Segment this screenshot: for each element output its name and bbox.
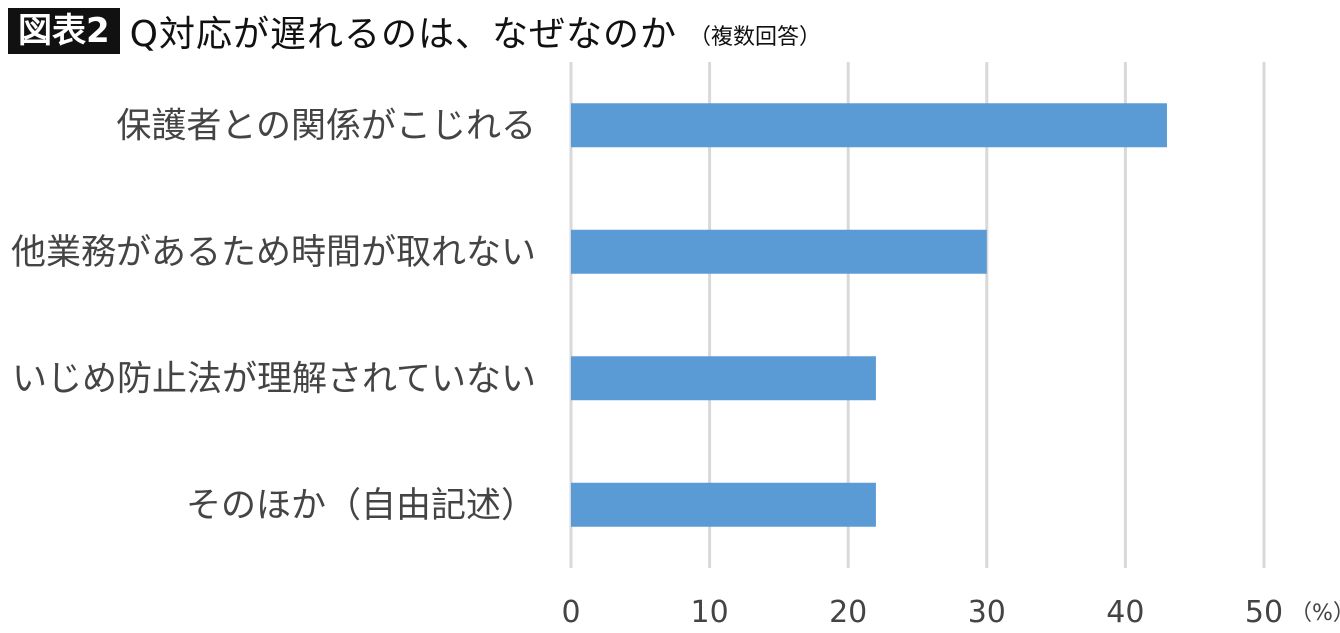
figure-badge: 図表2: [8, 8, 120, 54]
bars: [571, 103, 1167, 527]
category-labels: 保護者との関係がこじれる他業務があるため時間が取れないいじめ防止法が理解されてい…: [11, 106, 536, 526]
category-label: いじめ防止法が理解されていない: [12, 359, 536, 399]
x-tick-label: 30: [968, 595, 1006, 630]
x-tick-label: 40: [1106, 595, 1144, 630]
tick-labels: 0 10 20 30 40 50 （%）: [561, 595, 1340, 630]
x-tick-label: 0: [561, 595, 580, 630]
bar: [571, 482, 876, 527]
x-tick-label: 50: [1245, 595, 1283, 630]
category-label: そのほか（自由記述）: [186, 486, 536, 526]
category-label: 他業務があるため時間が取れない: [11, 233, 536, 273]
category-label: 保護者との関係がこじれる: [116, 106, 536, 146]
title-row: 図表2 Q対応が遅れるのは、なぜなのか （複数回答）: [8, 6, 821, 56]
unit-label: （%）: [1290, 601, 1340, 626]
chart-title: Q対応が遅れるのは、なぜなのか: [129, 14, 678, 55]
x-tick-label: 10: [691, 595, 729, 630]
bar: [571, 229, 987, 274]
bar: [571, 356, 876, 401]
chart-note: （複数回答）: [689, 25, 822, 50]
x-tick-label: 20: [829, 595, 867, 630]
bar: [571, 103, 1167, 148]
